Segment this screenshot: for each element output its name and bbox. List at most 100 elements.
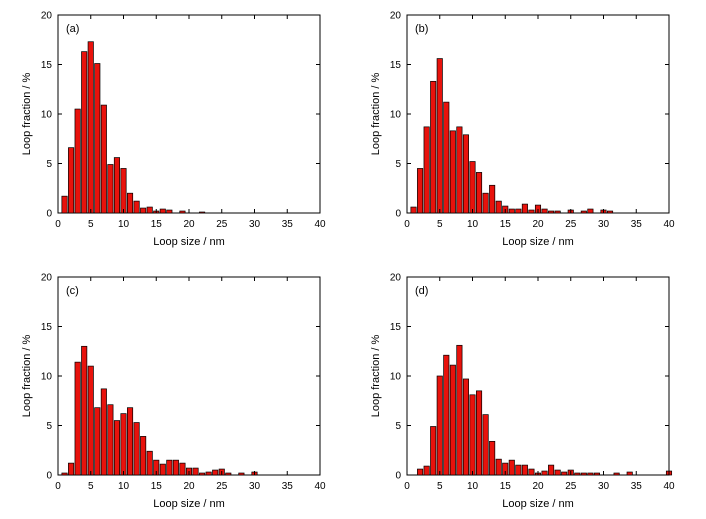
x-tick-label: 10	[467, 219, 479, 230]
y-tick-label: 10	[41, 372, 53, 383]
bar-b-12	[482, 192, 489, 214]
bar-c-11	[127, 407, 134, 476]
y-tick-label: 5	[46, 421, 52, 432]
x-tick-label: 30	[249, 219, 261, 230]
x-tick-label: 0	[55, 481, 61, 492]
bar-a-16	[159, 208, 166, 214]
bar-c-3	[74, 361, 81, 476]
bar-b-7	[449, 130, 456, 214]
bar-d-10	[469, 394, 476, 476]
x-tick-label: 15	[500, 219, 512, 230]
panel-label: (a)	[66, 23, 79, 35]
bar-c-5	[87, 365, 94, 476]
x-tick-label: 10	[118, 481, 130, 492]
x-tick-label: 25	[216, 481, 228, 492]
bar-a-12	[133, 200, 140, 214]
bar-d-28	[587, 472, 594, 476]
y-tick-label: 10	[390, 110, 402, 121]
y-tick-label: 10	[390, 372, 402, 383]
bar-b-5	[436, 58, 443, 214]
bar-c-16	[159, 463, 166, 476]
bar-b-11	[476, 172, 483, 214]
bar-b-13	[489, 184, 496, 214]
panel-label: (b)	[415, 23, 428, 35]
x-tick-label: 30	[598, 219, 610, 230]
bar-c-21	[192, 467, 199, 476]
bar-b-16	[508, 208, 515, 214]
bar-a-13	[140, 207, 147, 214]
bar-a-14	[146, 206, 153, 214]
bar-a-8	[107, 164, 114, 214]
bar-d-5	[436, 375, 443, 476]
bar-d-14	[495, 458, 502, 476]
x-tick-label: 20	[183, 219, 195, 230]
bar-d-13	[489, 440, 496, 476]
bar-c-22	[199, 472, 206, 476]
bar-a-7	[100, 104, 107, 214]
x-tick-label: 40	[314, 481, 326, 492]
bar-b-9	[462, 134, 469, 214]
panel-c: 0 5 10 15 20 25 30 35 40 0 5 10 15 20 (c) Loop size / n…	[21, 273, 326, 511]
x-tick-label: 15	[151, 219, 163, 230]
bar-b-18	[521, 203, 528, 214]
bar-c-2	[68, 462, 75, 476]
x-tick-label: 10	[118, 219, 130, 230]
bar-c-10	[120, 413, 127, 476]
bar-d-11	[476, 390, 483, 476]
bar-a-19	[179, 210, 186, 214]
bar-a-4	[81, 51, 88, 214]
bar-b-28	[587, 208, 594, 214]
bar-a-5	[87, 41, 94, 214]
bar-c-6	[94, 407, 101, 476]
bar-c-26	[225, 472, 232, 476]
y-tick-label: 20	[390, 273, 402, 284]
x-tick-label: 15	[500, 481, 512, 492]
x-tick-label: 40	[663, 219, 675, 230]
y-tick-label: 15	[41, 322, 53, 333]
bar-b-6	[443, 101, 450, 214]
bar-c-28	[238, 472, 245, 476]
bar-c-23	[205, 471, 212, 476]
bar-a-22	[199, 211, 206, 214]
bar-c-24	[212, 469, 219, 476]
bar-d-34	[626, 471, 633, 476]
y-tick-label: 15	[390, 60, 402, 71]
y-tick-label: 0	[395, 209, 401, 220]
bar-d-18	[521, 464, 528, 476]
bar-d-17	[515, 464, 522, 476]
y-axis-label: Loop fraction / %	[370, 73, 382, 156]
bar-a-3	[74, 108, 81, 214]
bar-a-1	[61, 195, 68, 214]
x-tick-label: 40	[314, 219, 326, 230]
bar-b-14	[495, 200, 502, 214]
panel-d: 0 5 10 15 20 25 30 35 40 0 5 10 15 20 (d) Loop size / n…	[370, 273, 675, 511]
x-tick-label: 35	[282, 219, 294, 230]
y-tick-label: 5	[395, 421, 401, 432]
bar-b-8	[456, 126, 463, 214]
y-tick-label: 15	[390, 322, 402, 333]
bar-d-9	[462, 378, 469, 476]
bar-c-8	[107, 404, 114, 476]
y-tick-label: 20	[390, 11, 402, 22]
bar-c-7	[100, 388, 107, 476]
x-tick-label: 5	[437, 219, 443, 230]
bar-d-7	[449, 364, 456, 476]
bar-b-27	[580, 210, 587, 214]
y-tick-label: 10	[41, 110, 53, 121]
x-axis-label: Loop size / nm	[153, 236, 225, 248]
bar-c-1	[61, 472, 68, 476]
x-tick-label: 5	[88, 219, 94, 230]
bar-d-4	[430, 426, 437, 476]
bar-c-9	[113, 420, 120, 476]
y-tick-label: 15	[41, 60, 53, 71]
panel-label: (d)	[415, 285, 428, 297]
panel-b: 0 5 10 15 20 25 30 35 40 0 5 10 15 20 (b) Loop size / n…	[370, 11, 675, 249]
bar-a-11	[127, 192, 134, 214]
bar-a-10	[120, 168, 127, 214]
x-tick-label: 35	[631, 219, 643, 230]
x-tick-label: 20	[532, 219, 544, 230]
bar-d-19	[528, 468, 535, 476]
bar-d-32	[613, 472, 620, 476]
x-tick-label: 25	[216, 219, 228, 230]
